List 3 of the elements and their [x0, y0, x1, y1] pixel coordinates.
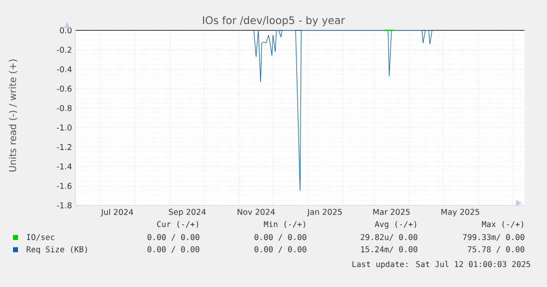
- line-series: [254, 30, 432, 192]
- chart-title: IOs for /dev/loop5 - by year: [203, 16, 346, 26]
- y-axis-title: Units read (-) / write (+): [8, 59, 18, 172]
